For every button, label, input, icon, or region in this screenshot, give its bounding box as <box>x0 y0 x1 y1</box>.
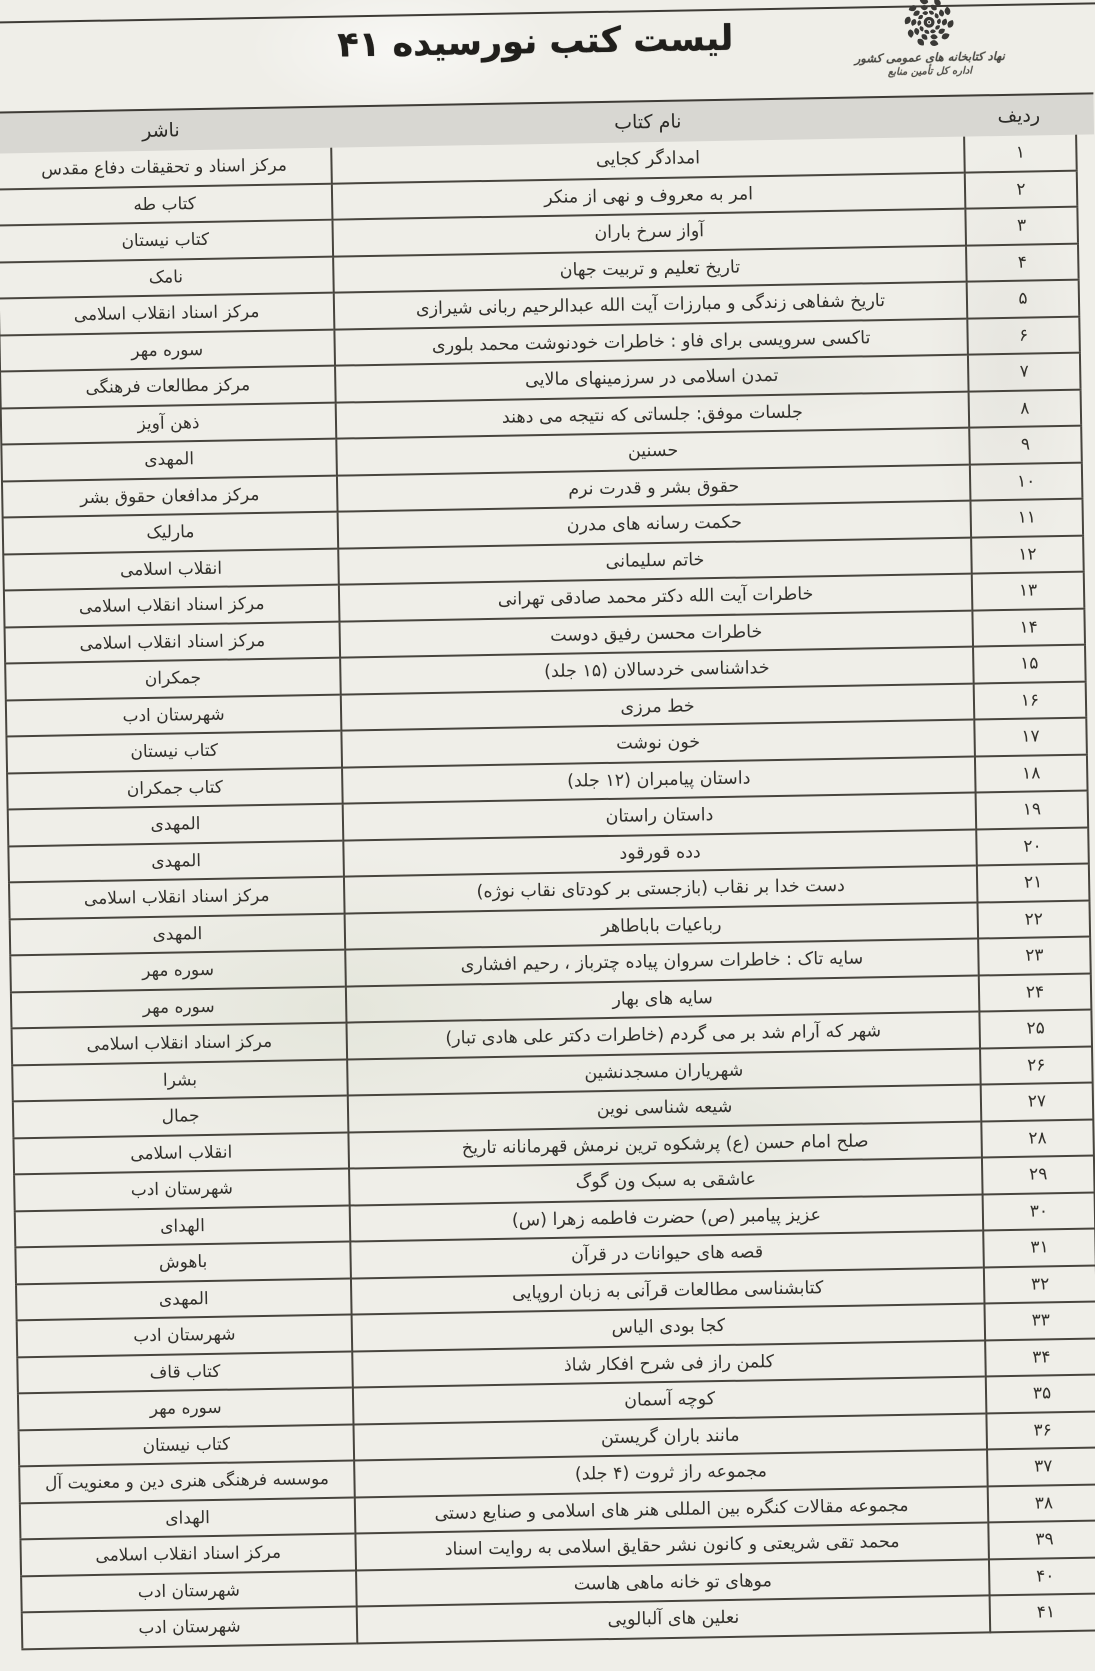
row-number-cell: ۲ <box>964 170 1078 209</box>
publisher-cell: کتاب قاف <box>17 1350 353 1394</box>
publisher-cell: شهرستان ادب <box>14 1168 350 1211</box>
row-number-cell: ۲۹ <box>981 1155 1095 1194</box>
publisher-cell: الهدای <box>14 1205 351 1248</box>
row-number-cell: ۴۰ <box>988 1556 1095 1596</box>
publisher-cell: مرکز اسناد انقلاب اسلامی <box>8 876 345 919</box>
publisher-cell: انقلاب اسلامی <box>13 1132 350 1175</box>
publisher-cell: سوره مهر <box>10 949 346 992</box>
row-number-cell: ۳۴ <box>985 1337 1095 1377</box>
publisher-cell: مرکز اسناد انقلاب اسلامی <box>20 1533 357 1576</box>
publisher-cell: جمکران <box>5 657 341 700</box>
row-number-cell: ۳۹ <box>988 1520 1095 1559</box>
publisher-cell: کتاب نیستان <box>18 1423 355 1467</box>
row-number-cell: ۱۳ <box>971 571 1085 611</box>
row-number-cell: ۵ <box>966 279 1080 319</box>
row-number-cell: ۱۱ <box>970 498 1084 538</box>
publisher-cell: انقلاب اسلامی <box>3 548 339 591</box>
publisher-cell: کتاب نیستان <box>0 219 334 263</box>
row-number-cell: ۴۱ <box>989 1593 1095 1632</box>
row-number-cell: ۳۷ <box>987 1447 1095 1486</box>
page-title: لیست کتب نورسیده ۴۱ <box>337 18 734 66</box>
row-number-cell: ۳۰ <box>982 1192 1095 1231</box>
publisher-cell: نامک <box>0 256 334 299</box>
publisher-cell: المهدی <box>8 840 344 883</box>
publisher-cell: سوره مهر <box>0 329 336 372</box>
book-list-table: ۱ امدادگر کجایی مرکز اسناد و تحقیقات دفا… <box>0 134 1095 1650</box>
organization-logo: نهاد کتابخانه های عمومی کشور اداره کل تأ… <box>844 0 1015 79</box>
header-row-number: ردیف <box>997 104 1041 128</box>
publisher-cell: ذهن آویز <box>0 402 337 445</box>
row-number-cell: ۲۲ <box>977 900 1091 939</box>
pinwheel-logo-icon <box>902 0 956 49</box>
publisher-cell: سوره مهر <box>17 1387 354 1430</box>
row-number-cell: ۶ <box>967 316 1080 355</box>
row-number-cell: ۱۰ <box>969 462 1083 501</box>
logo-caption-line1: نهاد کتابخانه های عمومی کشور <box>854 48 1005 66</box>
publisher-cell: مرکز اسناد انقلاب اسلامی <box>4 621 341 664</box>
publisher-cell: المهدی <box>9 913 346 956</box>
row-number-cell: ۱۵ <box>973 644 1086 684</box>
row-number-cell: ۱ <box>964 134 1077 173</box>
publisher-cell: المهدی <box>1 438 337 481</box>
logo-caption-line2: اداره کل تأمین منابع <box>887 65 973 78</box>
publisher-cell: مرکز مدافعان حقوق بشر <box>1 475 338 518</box>
row-number-cell: ۱۹ <box>975 790 1089 830</box>
publisher-cell: شهرستان ادب <box>5 694 342 737</box>
row-number-cell: ۲۷ <box>980 1082 1094 1121</box>
publisher-cell: سوره مهر <box>10 986 347 1029</box>
row-number-cell: ۳۸ <box>987 1483 1095 1523</box>
row-number-cell: ۴ <box>966 243 1079 282</box>
row-number-cell: ۲۳ <box>978 936 1091 976</box>
publisher-cell: مرکز اسناد و تحقیقات دفاع مقدس <box>0 147 332 190</box>
publisher-cell: مارلیک <box>2 511 339 554</box>
publisher-cell: مرکز اسناد انقلاب اسلامی <box>11 1022 348 1065</box>
row-number-cell: ۹ <box>969 425 1082 465</box>
publisher-cell: المهدی <box>15 1278 352 1321</box>
publisher-cell: باهوش <box>15 1241 351 1284</box>
row-number-cell: ۲۱ <box>976 863 1090 903</box>
publisher-cell: مرکز مطالعات فرهنگی <box>0 365 336 408</box>
row-number-cell: ۳۳ <box>984 1301 1095 1340</box>
publisher-cell: بشرا <box>12 1059 348 1102</box>
row-number-cell: ۷ <box>967 352 1081 392</box>
row-number-cell: ۳ <box>965 206 1078 246</box>
publisher-cell: مرکز اسناد انقلاب اسلامی <box>0 292 335 335</box>
row-number-cell: ۱۶ <box>973 681 1087 720</box>
row-number-cell: ۲۰ <box>976 827 1089 866</box>
row-number-cell: ۳۶ <box>986 1410 1095 1450</box>
publisher-cell: شهرستان ادب <box>21 1606 358 1649</box>
publisher-cell: کتاب جمکران <box>7 767 343 810</box>
row-number-cell: ۸ <box>968 389 1082 428</box>
row-number-cell: ۳۲ <box>983 1265 1095 1304</box>
row-number-cell: ۱۴ <box>972 608 1085 647</box>
publisher-cell: جمال <box>12 1095 349 1138</box>
publisher-cell: کتاب نیستان <box>6 730 343 773</box>
header-book-name: نام کتاب <box>613 110 682 134</box>
row-number-cell: ۲۸ <box>981 1119 1094 1158</box>
header-publisher: ناشر <box>141 119 180 142</box>
row-number-cell: ۱۲ <box>971 535 1084 574</box>
row-number-cell: ۲۵ <box>979 1009 1093 1048</box>
publisher-cell: شهرستان ادب <box>21 1569 357 1613</box>
publisher-cell: مرکز اسناد انقلاب اسلامی <box>3 584 340 627</box>
row-number-cell: ۳۱ <box>983 1228 1095 1267</box>
row-number-cell: ۲۴ <box>978 973 1092 1012</box>
row-number-cell: ۱۸ <box>974 754 1088 793</box>
publisher-cell: الهدای <box>19 1496 356 1540</box>
row-number-cell: ۳۵ <box>985 1374 1095 1413</box>
publisher-cell: المهدی <box>7 803 344 846</box>
publisher-cell: کتاب طه <box>0 183 333 226</box>
row-number-cell: ۲۶ <box>980 1046 1093 1085</box>
publisher-cell: موسسه فرهنگی هنری دین و معنویت آل <box>19 1460 355 1503</box>
row-number-cell: ۱۷ <box>974 717 1087 757</box>
publisher-cell: شهرستان ادب <box>16 1314 353 1357</box>
